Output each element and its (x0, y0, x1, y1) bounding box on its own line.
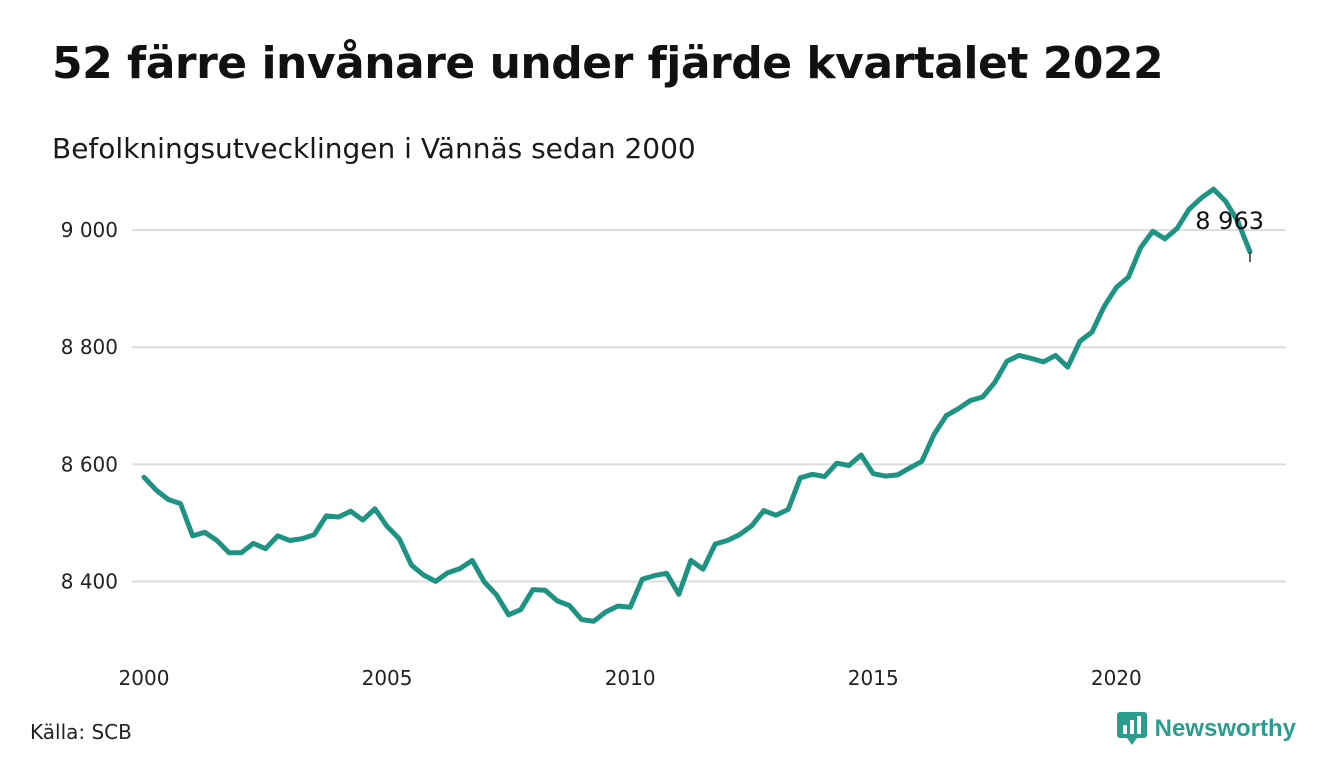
chart-subtitle: Befolkningsutvecklingen i Vännäs sedan 2… (52, 132, 696, 165)
x-tick-label: 2005 (362, 666, 413, 690)
x-tick-label: 2015 (848, 666, 899, 690)
chart-title: 52 färre invånare under fjärde kvartalet… (52, 38, 1164, 89)
population-line (141, 186, 1253, 624)
brand-logo-link[interactable]: Newsworthy (1116, 712, 1296, 746)
x-tick-label: 2020 (1091, 666, 1142, 690)
brand-name: Newsworthy (1154, 715, 1296, 742)
last-value-label: 8 963 (1195, 207, 1264, 235)
x-tick-label: 2000 (119, 666, 170, 690)
y-tick-label: 8 600 (61, 452, 118, 476)
y-axis-tick-labels: 8 400 8 600 8 800 9 000 (61, 218, 118, 593)
y-tick-label: 8 800 (61, 335, 118, 359)
y-tick-label: 8 400 (61, 569, 118, 593)
x-tick-label: 2010 (605, 666, 656, 690)
x-axis-tick-labels: 2000 2005 2010 2015 2020 (119, 666, 1142, 690)
bar-chart-speech-bubble-icon (1116, 712, 1147, 745)
grid-lines (132, 229, 1286, 583)
series-layer (141, 186, 1253, 624)
annotation-layer: 8 963 (1195, 207, 1264, 262)
y-tick-label: 9 000 (61, 218, 118, 242)
source-note: Källa: SCB (30, 720, 132, 744)
